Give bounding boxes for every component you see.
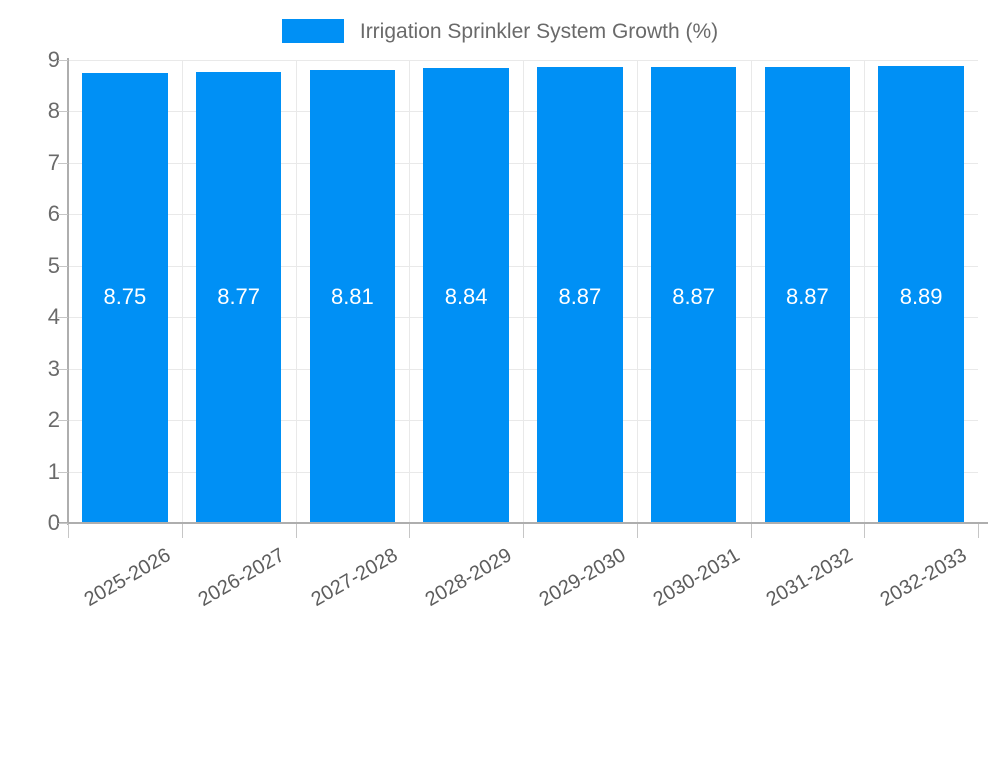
bar-value-label: 8.75 bbox=[103, 284, 147, 309]
bar[interactable] bbox=[537, 66, 623, 523]
y-axis-tick-label: 4 bbox=[47, 304, 60, 330]
gridline-vertical bbox=[750, 60, 752, 523]
x-axis-tick-mark bbox=[636, 524, 638, 538]
legend-color-swatch[interactable] bbox=[281, 19, 344, 43]
x-axis-tick-mark bbox=[750, 524, 752, 538]
y-axis-tick-mark bbox=[58, 420, 68, 422]
y-axis-tick-mark bbox=[58, 471, 68, 473]
bar-value-label: 8.87 bbox=[558, 284, 602, 309]
bar-chart: Irrigation Sprinkler System Growth (%) 8… bbox=[0, 14, 1000, 612]
y-axis-tick-label: 1 bbox=[47, 458, 60, 484]
gridline-vertical bbox=[181, 60, 183, 523]
bar-value-label: 8.89 bbox=[899, 284, 943, 309]
x-axis-tick-mark bbox=[864, 524, 866, 538]
legend-label: Irrigation Sprinkler System Growth (%) bbox=[359, 19, 719, 43]
y-axis-tick-label: 6 bbox=[47, 201, 60, 227]
x-axis-tick-mark bbox=[409, 524, 411, 538]
bar[interactable] bbox=[309, 69, 396, 523]
y-axis-tick-mark bbox=[58, 111, 68, 113]
x-axis-tick-mark bbox=[523, 524, 524, 538]
x-axis-line bbox=[58, 522, 988, 524]
bar-value-label: 8.87 bbox=[785, 284, 829, 309]
bar[interactable] bbox=[423, 68, 509, 523]
y-axis-tick-label: 0 bbox=[47, 510, 60, 535]
bar-value-label: 8.87 bbox=[672, 284, 716, 309]
bar[interactable] bbox=[764, 66, 851, 523]
y-axis-tick-mark bbox=[58, 60, 68, 61]
y-axis-tick-label: 8 bbox=[47, 98, 60, 124]
gridline-vertical bbox=[523, 60, 524, 523]
gridline-vertical bbox=[409, 60, 411, 523]
y-axis-tick-label: 5 bbox=[47, 252, 60, 278]
bar-value-label: 8.77 bbox=[217, 284, 261, 309]
plot-area: 8.75 8.77 8.81 8.84 8.87 8.87 8.87 8.89 bbox=[68, 60, 978, 524]
x-axis-tick-mark bbox=[295, 524, 297, 538]
y-axis-tick-label: 2 bbox=[47, 407, 60, 433]
x-axis-tick-mark bbox=[978, 524, 979, 538]
y-axis-tick-mark bbox=[58, 317, 68, 319]
bar[interactable] bbox=[650, 66, 737, 523]
y-axis-tick-label: 3 bbox=[47, 355, 60, 381]
bar-value-label: 8.81 bbox=[330, 284, 374, 309]
gridline-vertical bbox=[864, 60, 866, 523]
x-axis-tick-mark bbox=[68, 524, 69, 538]
bar[interactable] bbox=[195, 71, 282, 523]
y-axis-tick-mark bbox=[58, 523, 68, 524]
y-axis-tick-label: 7 bbox=[47, 149, 60, 175]
y-axis-tick-mark bbox=[58, 214, 68, 216]
bar[interactable] bbox=[82, 72, 168, 523]
gridline-vertical bbox=[295, 60, 297, 523]
chart-legend: Irrigation Sprinkler System Growth (%) bbox=[0, 14, 1000, 48]
y-axis-tick-mark bbox=[58, 368, 68, 370]
y-axis-tick-mark bbox=[58, 265, 68, 267]
y-axis-tick-mark bbox=[58, 162, 68, 164]
gridline-vertical bbox=[636, 60, 638, 523]
y-axis-line bbox=[67, 58, 69, 525]
bar[interactable] bbox=[878, 65, 964, 523]
y-axis-tick-label: 9 bbox=[47, 47, 60, 72]
x-axis-tick-mark bbox=[181, 524, 183, 538]
bar-value-label: 8.84 bbox=[444, 284, 488, 309]
